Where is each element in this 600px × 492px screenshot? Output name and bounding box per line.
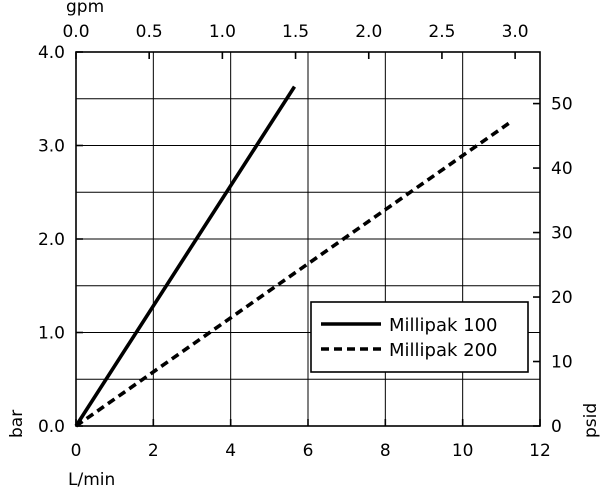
grid [76,52,540,426]
x-tick-label: 4 [225,441,236,461]
series-line-millipak-100 [74,85,297,427]
y-tick-label: 4.0 [38,43,65,63]
ticks [75,51,541,427]
x-tick-label: 10 [452,441,474,461]
x2-tick-label: 0.0 [62,22,89,42]
y2-tick-label: 30 [551,224,573,244]
x2-tick-label: 0.5 [136,22,163,42]
series-layer [74,85,511,428]
legend-box [310,301,529,373]
x2-tick-label: 3.0 [502,22,529,42]
x-tick-label: 0 [71,441,82,461]
tick-labels: 0 2 4 6 8 10 12 0.0 0.5 1.0 1.5 2.0 2.5 3.0 0.0 1.0 2.0 3… [38,22,573,461]
x2-tick-label: 1.0 [209,22,236,42]
y2-tick-label: 10 [551,353,573,373]
legend: Millipak 100 Millipak 200 [310,301,529,373]
y-tick-label: 1.0 [38,324,65,344]
x-tick-label: 6 [303,441,314,461]
x-tick-label: 12 [529,441,551,461]
x2-tick-label: 1.5 [282,22,309,42]
y-tick-label: 3.0 [38,137,65,157]
y-tick-label: 2.0 [38,230,65,250]
x2-axis-title: gpm [66,0,104,17]
x-tick-label: 8 [380,441,391,461]
y2-tick-label: 40 [551,159,573,179]
axis-titles: L/min gpm bar psid [7,0,600,490]
series-line-millipak-200 [74,121,511,428]
legend-label-millipak-100: Millipak 100 [389,315,498,336]
y2-axis-title: psid [581,403,600,438]
y-tick-label: 0.0 [38,417,65,437]
x-axis-title: L/min [68,470,115,490]
y2-tick-label: 20 [551,288,573,308]
y2-tick-label: 50 [551,95,573,115]
x-tick-label: 2 [148,441,159,461]
legend-label-millipak-200: Millipak 200 [389,340,498,361]
x2-tick-label: 2.5 [428,22,455,42]
y2-tick-label: 0 [551,417,562,437]
x2-tick-label: 2.0 [355,22,382,42]
y-axis-title: bar [7,410,27,438]
